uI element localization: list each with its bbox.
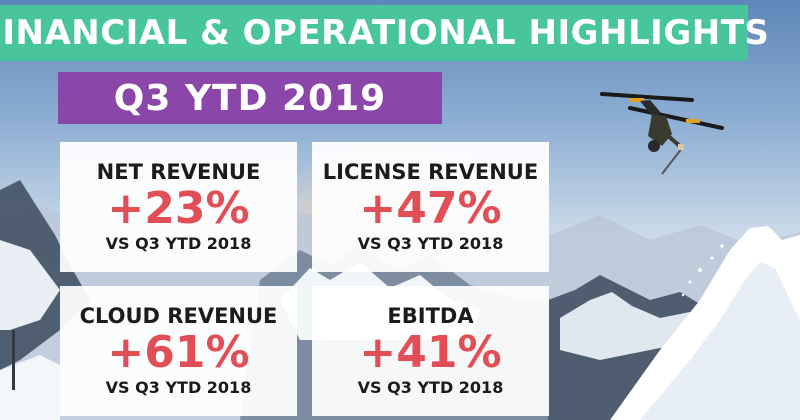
page-title: FINANCIAL & OPERATIONAL HIGHLIGHTS — [0, 5, 769, 61]
metric-comparison: VS Q3 YTD 2018 — [105, 234, 252, 254]
metric-card-license-revenue: LICENSE REVENUE +47% VS Q3 YTD 2018 — [312, 142, 549, 272]
metric-value: +23% — [107, 182, 250, 234]
metric-label: LICENSE REVENUE — [322, 159, 539, 184]
metric-label: CLOUD REVENUE — [79, 303, 278, 328]
metric-comparison: VS Q3 YTD 2018 — [105, 378, 252, 398]
metric-card-cloud-revenue: CLOUD REVENUE +61% VS Q3 YTD 2018 — [60, 286, 297, 416]
metric-label: NET REVENUE — [96, 159, 261, 184]
metric-value: +41% — [359, 326, 502, 378]
metric-card-net-revenue: NET REVENUE +23% VS Q3 YTD 2018 — [60, 142, 297, 272]
metric-card-ebitda: EBITDA +41% VS Q3 YTD 2018 — [312, 286, 549, 416]
metric-comparison: VS Q3 YTD 2018 — [357, 378, 504, 398]
metric-value: +47% — [359, 182, 502, 234]
period-subtitle: Q3 YTD 2019 — [58, 72, 442, 124]
metric-comparison: VS Q3 YTD 2018 — [357, 234, 504, 254]
metric-value: +61% — [107, 326, 250, 378]
skier-icon — [600, 92, 724, 175]
metric-label: EBITDA — [387, 303, 474, 328]
